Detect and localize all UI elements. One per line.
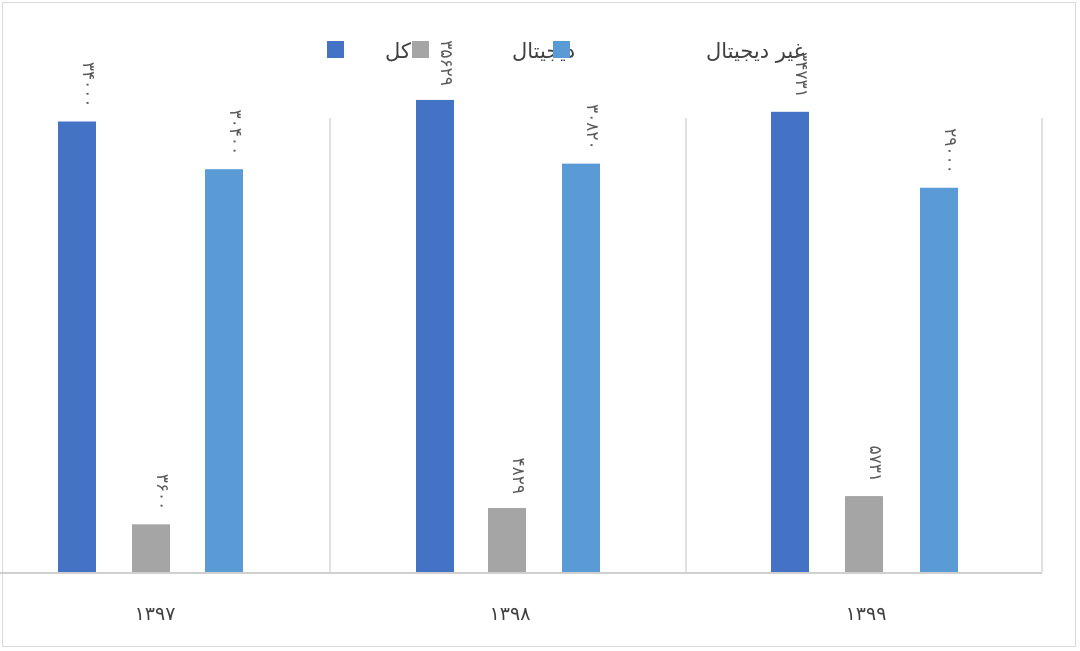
data-label-3-1: ۳۰۴۰۰ — [225, 110, 245, 156]
x-tick-label-3: ۱۳۹۹ — [846, 603, 887, 625]
bars — [58, 99, 958, 573]
bar-3-2 — [562, 163, 600, 572]
data-label-2-1: ۳۶۰۰ — [152, 474, 172, 511]
data-label-2-3: ۵۷۳۱ — [865, 446, 885, 483]
data-label-3-3: ۲۹۰۰۰ — [940, 128, 960, 174]
bar-1-2 — [416, 99, 454, 573]
bar-2-1 — [132, 524, 170, 572]
bar-1-1 — [58, 121, 96, 572]
bar-2-2 — [488, 508, 526, 572]
legend-swatch-2 — [412, 41, 429, 58]
data-label-1-1: ۳۴۰۰۰ — [78, 62, 98, 108]
data-label-1-3: ۳۴۷۳۱ — [791, 52, 811, 98]
bar-1-3 — [771, 111, 809, 573]
data-labels: ۳۴۰۰۰ ۳۶۰۰ ۳۰۴۰۰ ۳۵۶۲۹ ۴۸۲۹ ۳۰۸۲۰ ۳۴۷۳۱ ۵۷۳۱ ۲۹۰… — [78, 40, 960, 510]
x-axis-tick-labels: ۱۳۹۷ ۱۳۹۸ ۱۳۹۹ — [135, 603, 887, 625]
legend-label-1: کل — [385, 39, 411, 63]
data-label-1-2: ۳۵۶۲۹ — [436, 40, 456, 86]
legend-label-3: غیر دیجیتال — [706, 39, 805, 63]
data-label-2-2: ۴۸۲۹ — [508, 457, 528, 494]
legend-swatch-1 — [327, 41, 344, 58]
bar-2-3 — [845, 496, 883, 572]
legend-swatch-3 — [553, 41, 570, 58]
x-tick-label-2: ۱۳۹۸ — [490, 603, 531, 625]
data-label-3-2: ۳۰۸۲۰ — [582, 104, 602, 150]
x-tick-label-1: ۱۳۹۷ — [135, 603, 176, 625]
category-separators — [329, 118, 1043, 572]
bar-3-1 — [205, 169, 243, 572]
bar-3-3 — [920, 187, 958, 572]
legend: کل دیجیتال غیر دیجیتال — [327, 39, 805, 63]
